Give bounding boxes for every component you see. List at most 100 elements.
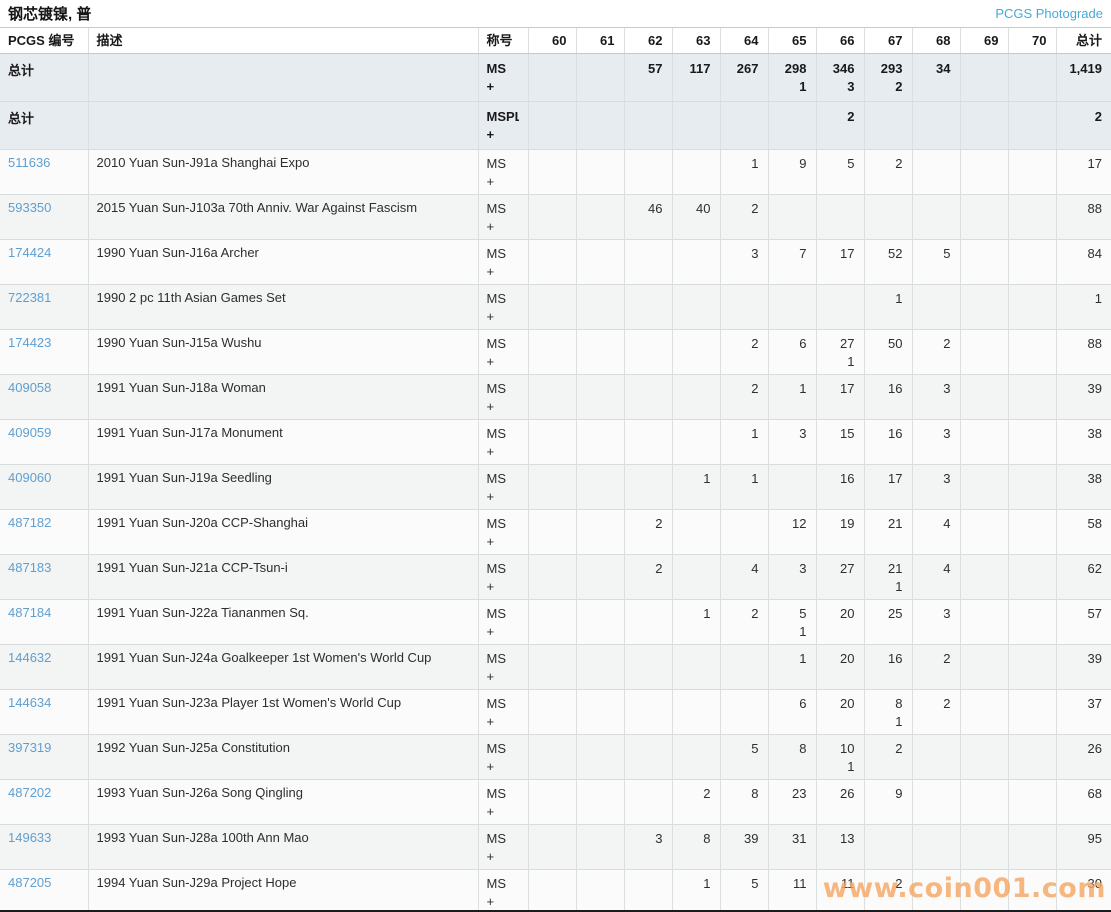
grade-63-cell [671,419,720,465]
grade-66-cell [815,194,864,240]
coin-row: 511636 2010 Yuan Sun-J91a Shanghai Expo MS… [0,149,1111,195]
coin-row: 487184 1991 Yuan Sun-J22a Tiananmen Sq. MS… [0,599,1111,645]
grade-60-cell [527,194,576,240]
grade-68-cell: 2 [911,644,960,690]
pcgs-number-cell: 144634 [0,689,88,735]
grade-69-cell [959,374,1008,420]
coin-description: 1991 Yuan Sun-J21a CCP-Tsun-i [87,554,478,600]
grade-60-cell [527,644,576,690]
pcgs-number-link[interactable]: 144634 [8,695,52,710]
grade-64-cell [719,284,768,330]
grade-64-cell [719,689,768,735]
coin-description: 1993 Yuan Sun-J28a 100th Ann Mao [87,824,478,870]
grade-60-cell [527,554,576,600]
grade-62-cell [623,101,672,150]
pcgs-number-link[interactable]: 593350 [8,200,52,215]
grade-66-cell: 2 [815,101,864,150]
coin-description: 1993 Yuan Sun-J26a Song Qingling [87,779,478,825]
grade-70-cell [1007,554,1056,600]
grade-60-cell [527,869,576,912]
table-body: 总计MS+57117267298134632932341,419总计MSPL+2… [0,53,1111,912]
pcgs-number-link[interactable]: 511636 [8,155,51,170]
pcgs-number-link[interactable]: 409060 [8,470,52,485]
pcgs-number-link[interactable]: 487205 [8,875,52,890]
grade-67-cell: 17 [863,464,912,510]
grade-68-cell [911,149,960,195]
grade-68-cell: 2 [911,689,960,735]
column-header-total: 总计 [1055,28,1111,54]
grade-67-cell: 16 [863,419,912,465]
column-header-68: 68 [911,28,960,54]
grade-60-cell [527,824,576,870]
grade-70-cell [1007,599,1056,645]
grade-69-cell [959,824,1008,870]
grade-63-cell: 8 [671,824,720,870]
grade-64-cell: 39 [719,824,768,870]
column-header-61: 61 [575,28,624,54]
coin-description: 2015 Yuan Sun-J103a 70th Anniv. War Agai… [87,194,478,240]
grade-66-cell: 17 [815,239,864,285]
grade-65-cell: 23 [767,779,816,825]
photograde-link[interactable]: PCGS Photograde [995,6,1103,21]
coin-description: 1991 Yuan Sun-J18a Woman [87,374,478,420]
grade-69-cell [959,239,1008,285]
pcgs-number-link[interactable]: 409058 [8,380,52,395]
grade-66-cell: 20 [815,599,864,645]
column-header-70: 70 [1007,28,1056,54]
title-bar: 钢芯镀镍, 普 PCGS Photograde [0,0,1111,28]
grade-63-cell [671,734,720,780]
grade-62-cell [623,239,672,285]
pcgs-number-link[interactable]: 487202 [8,785,52,800]
pcgs-number-link[interactable]: 397319 [8,740,52,755]
pcgs-number-cell: 144632 [0,644,88,690]
grade-69-cell [959,734,1008,780]
pcgs-number-link[interactable]: 487183 [8,560,52,575]
grade-65-cell: 12 [767,509,816,555]
column-header-66: 66 [815,28,864,54]
header-row: PCGS 编号 描述 称号 60 61 62 63 64 65 66 67 68 69 70 总计 [0,28,1111,54]
pcgs-number-link[interactable]: 174424 [8,245,52,260]
grade-67-cell [863,824,912,870]
grade-70-cell [1007,689,1056,735]
grade-69-cell [959,779,1008,825]
grade-62-cell [623,329,672,375]
grade-69-cell [959,53,1008,102]
grade-64-cell: 3 [719,239,768,285]
column-header-description: 描述 [87,28,478,54]
grade-64-cell: 267 [719,53,768,102]
pcgs-number-link[interactable]: 144632 [8,650,52,665]
grade-62-cell [623,464,672,510]
pcgs-number-link[interactable]: 149633 [8,830,52,845]
grade-61-cell [575,101,624,150]
pcgs-number-link[interactable]: 174423 [8,335,52,350]
grade-68-cell: 5 [911,239,960,285]
total-cell: 58 [1055,509,1111,555]
coin-row: 409058 1991 Yuan Sun-J18a Woman MS +2 1 17 16 3… [0,374,1111,420]
coin-row: 487182 1991 Yuan Sun-J20a CCP-Shanghai MS +… [0,509,1111,555]
grade-66-cell: 26 [815,779,864,825]
total-cell: 62 [1055,554,1111,600]
total-cell: 30 [1055,869,1111,912]
grade-69-cell [959,644,1008,690]
grade-70-cell [1007,101,1056,150]
grade-68-cell: 4 [911,554,960,600]
pcgs-number-link[interactable]: 487182 [8,515,52,530]
grade-66-cell: 16 [815,464,864,510]
grade-68-cell [911,869,960,912]
grade-65-cell: 6 [767,329,816,375]
grade-70-cell [1007,824,1056,870]
grade-65-cell: 11 [767,869,816,912]
grade-70-cell [1007,284,1056,330]
pop-table: PCGS 编号 描述 称号 60 61 62 63 64 65 66 67 68 69 70 总计 总计 MS… [0,28,1111,912]
grade-62-cell [623,734,672,780]
grade-65-cell: 31 [767,824,816,870]
grade-62-cell: 46 [623,194,672,240]
pcgs-number-link[interactable]: 409059 [8,425,52,440]
pcgs-number-link[interactable]: 487184 [8,605,52,620]
grade-68-cell: 2 [911,329,960,375]
coin-description: 1990 Yuan Sun-J15a Wushu [87,329,478,375]
grade-67-cell: 293 2 [863,53,912,102]
pcgs-number-link[interactable]: 722381 [8,290,52,305]
